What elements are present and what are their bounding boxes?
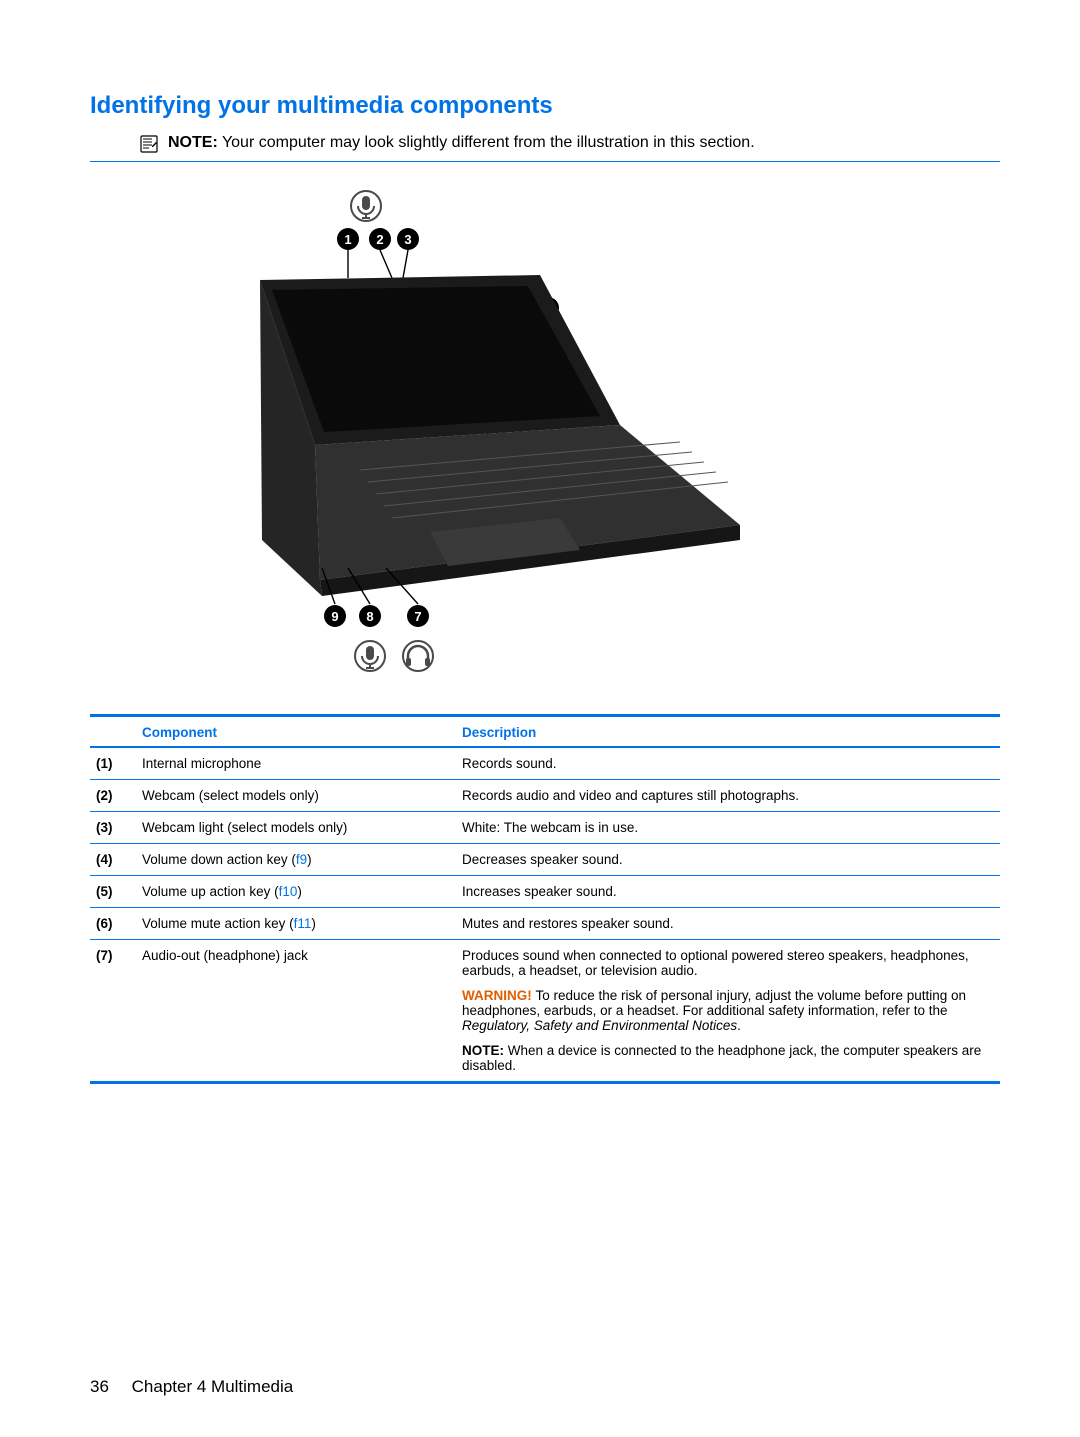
svg-text:7: 7 (414, 609, 421, 624)
row-description: White: The webcam is in use. (456, 812, 1000, 844)
row-number: (5) (90, 876, 136, 908)
inline-note-label: NOTE: (462, 1043, 508, 1058)
headphone-icon (403, 641, 433, 671)
laptop-illustration: 1 2 3 4 5 6 (90, 180, 1000, 690)
row-component: Webcam (select models only) (136, 780, 456, 812)
row-number: (4) (90, 844, 136, 876)
row-number: (3) (90, 812, 136, 844)
action-key-ref: f10 (279, 884, 298, 899)
section-heading: Identifying your multimedia components (90, 92, 1000, 120)
row-description: Mutes and restores speaker sound. (456, 908, 1000, 940)
page-number: 36 (90, 1377, 109, 1396)
mic-icon (351, 191, 381, 221)
header-component: Component (136, 716, 456, 748)
svg-text:2: 2 (376, 232, 383, 247)
row-description: Produces sound when connected to optiona… (456, 940, 1000, 1083)
table-row: (2)Webcam (select models only)Records au… (90, 780, 1000, 812)
mic-icon (355, 641, 385, 671)
row-component: Volume up action key (f10) (136, 876, 456, 908)
action-key-ref: f11 (294, 916, 312, 931)
chapter-label: Chapter 4 Multimedia (132, 1377, 294, 1396)
svg-text:3: 3 (404, 232, 411, 247)
row-component: Webcam light (select models only) (136, 812, 456, 844)
note-text: Your computer may look slightly differen… (222, 134, 755, 151)
table-row: (6)Volume mute action key (f11)Mutes and… (90, 908, 1000, 940)
row-number: (7) (90, 940, 136, 1083)
warning-label: WARNING! (462, 988, 536, 1003)
row-description: Records audio and video and captures sti… (456, 780, 1000, 812)
note-label: NOTE: (168, 134, 218, 151)
svg-text:8: 8 (366, 609, 373, 624)
row-description: Increases speaker sound. (456, 876, 1000, 908)
table-row: (3)Webcam light (select models only)Whit… (90, 812, 1000, 844)
component-table: Component Description (1)Internal microp… (90, 714, 1000, 1084)
page-footer: 36 Chapter 4 Multimedia (90, 1377, 293, 1397)
table-row: (5)Volume up action key (f10)Increases s… (90, 876, 1000, 908)
header-description: Description (456, 716, 1000, 748)
row-number: (1) (90, 747, 136, 780)
row-component: Audio-out (headphone) jack (136, 940, 456, 1083)
svg-text:9: 9 (331, 609, 338, 624)
row-component: Internal microphone (136, 747, 456, 780)
row-number: (2) (90, 780, 136, 812)
note-icon (140, 135, 158, 153)
note-callout: NOTE: Your computer may look slightly di… (90, 134, 1000, 162)
table-row: (4)Volume down action key (f9)Decreases … (90, 844, 1000, 876)
italic-ref: Regulatory, Safety and Environmental Not… (462, 1018, 737, 1033)
svg-text:1: 1 (344, 232, 351, 247)
table-row: (1)Internal microphoneRecords sound. (90, 747, 1000, 780)
row-description: Decreases speaker sound. (456, 844, 1000, 876)
table-row: (7)Audio-out (headphone) jackProduces so… (90, 940, 1000, 1083)
table-header-row: Component Description (90, 716, 1000, 748)
action-key-ref: f9 (296, 852, 307, 867)
row-component: Volume mute action key (f11) (136, 908, 456, 940)
row-description: Records sound. (456, 747, 1000, 780)
row-component: Volume down action key (f9) (136, 844, 456, 876)
row-number: (6) (90, 908, 136, 940)
